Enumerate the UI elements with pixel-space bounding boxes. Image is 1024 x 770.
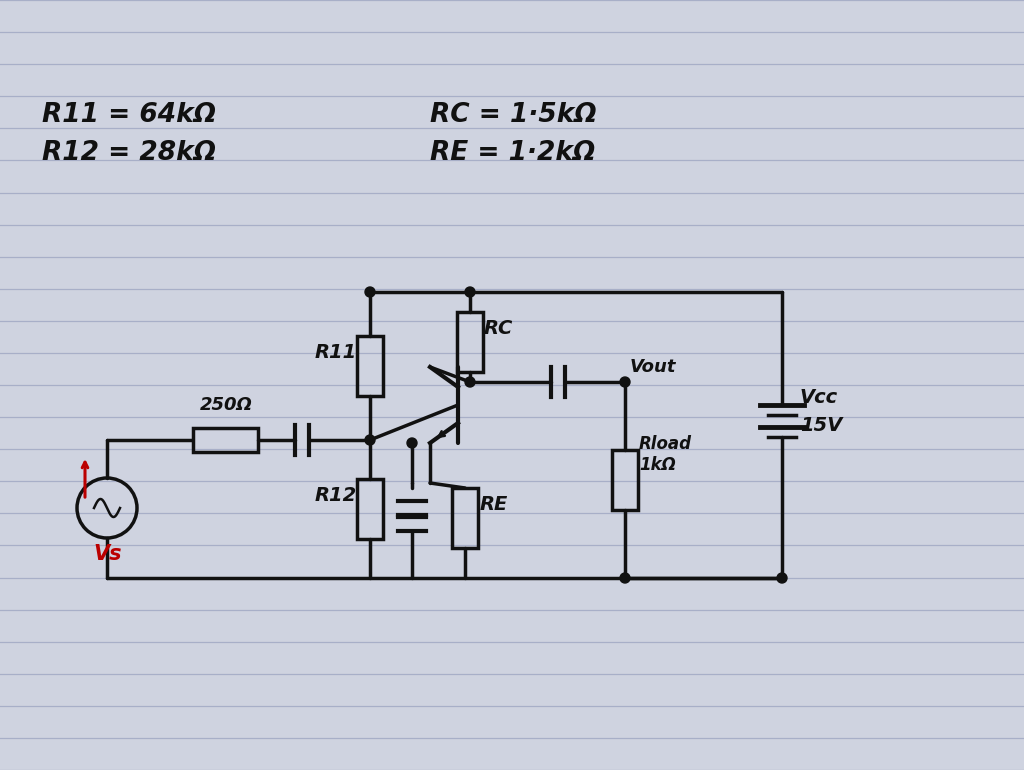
Text: RE = 1·2kΩ: RE = 1·2kΩ xyxy=(430,140,595,166)
Text: RC: RC xyxy=(484,319,513,338)
Text: Vs: Vs xyxy=(93,544,122,564)
Text: RE: RE xyxy=(480,495,508,514)
Text: R12: R12 xyxy=(315,486,357,505)
Circle shape xyxy=(365,435,375,445)
Bar xyxy=(193,428,257,452)
Text: R11 = 64kΩ: R11 = 64kΩ xyxy=(42,102,216,128)
Text: Vcc: Vcc xyxy=(800,388,838,407)
Bar xyxy=(357,336,383,396)
Bar xyxy=(452,488,478,548)
Circle shape xyxy=(365,287,375,297)
Text: Rload
1kΩ: Rload 1kΩ xyxy=(639,435,692,474)
Circle shape xyxy=(465,287,475,297)
Text: R11: R11 xyxy=(315,343,357,362)
Bar xyxy=(457,312,483,372)
Circle shape xyxy=(407,438,417,448)
Circle shape xyxy=(620,573,630,583)
Text: R12 = 28kΩ: R12 = 28kΩ xyxy=(42,140,216,166)
Text: RC = 1·5kΩ: RC = 1·5kΩ xyxy=(430,102,597,128)
Text: 250Ω: 250Ω xyxy=(200,396,253,414)
Circle shape xyxy=(777,573,787,583)
Bar xyxy=(612,450,638,510)
Circle shape xyxy=(465,377,475,387)
Circle shape xyxy=(620,377,630,387)
Text: 15V: 15V xyxy=(800,416,843,435)
Text: Vout: Vout xyxy=(630,358,677,376)
Bar xyxy=(357,479,383,539)
